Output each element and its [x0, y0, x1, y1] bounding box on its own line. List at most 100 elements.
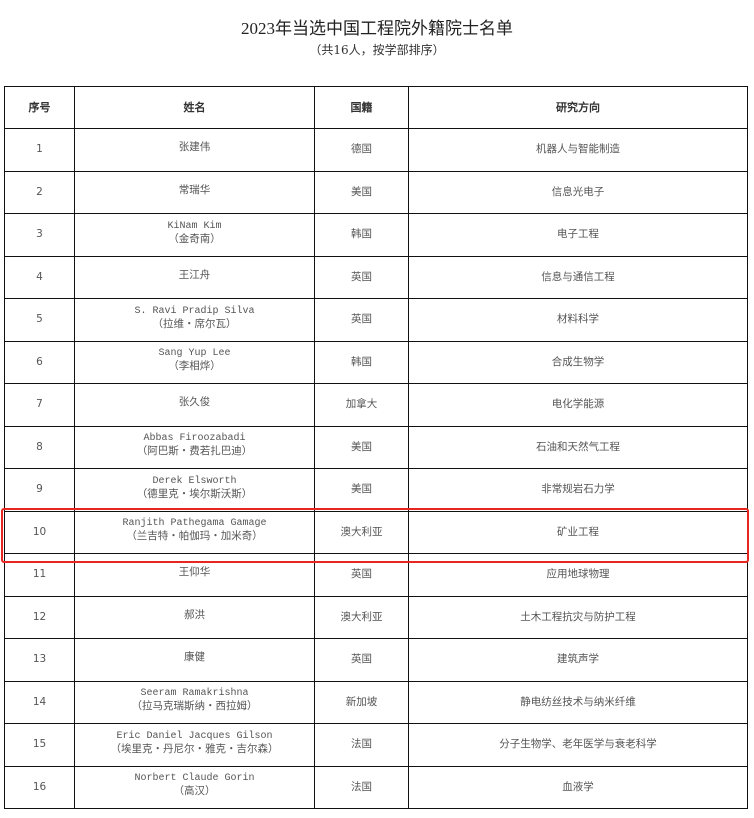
- table-row: 1 张建伟 德国 机器人与智能制造: [4, 128, 748, 172]
- row-number: 12: [4, 595, 75, 639]
- row-number: 14: [4, 680, 75, 724]
- row-name: Seeram Ramakrishna （拉马克瑞斯纳・西拉姆）: [74, 680, 315, 724]
- row-name: 王江舟: [74, 255, 315, 299]
- row-number: 15: [4, 723, 75, 767]
- row-nationality: 澳大利亚: [314, 510, 409, 554]
- row-number: 16: [4, 765, 75, 809]
- name-primary: 郝洪: [184, 608, 205, 621]
- row-nationality: 英国: [314, 553, 409, 597]
- row-name: Abbas Firoozabadi （阿巴斯・费若扎巴迪）: [74, 425, 315, 469]
- row-field: 矿业工程: [408, 510, 748, 554]
- row-field: 血液学: [408, 765, 748, 809]
- table-row: 13 康健 英国 建筑声学: [4, 638, 748, 682]
- row-field: 电化学能源: [408, 383, 748, 427]
- header-nationality: 国籍: [314, 86, 409, 129]
- table-row: 6 Sang Yup Lee （李相烨） 韩国 合成生物学: [4, 340, 748, 384]
- table-row: 5 S. Ravi Pradip Silva （拉维・席尔瓦） 英国 材料科学: [4, 298, 748, 342]
- row-number: 2: [4, 170, 75, 214]
- row-nationality: 澳大利亚: [314, 595, 409, 639]
- row-nationality: 美国: [314, 425, 409, 469]
- row-name: 常瑞华: [74, 170, 315, 214]
- row-name: 郝洪: [74, 595, 315, 639]
- name-primary: 常瑞华: [178, 183, 211, 196]
- row-number: 10: [4, 510, 75, 554]
- row-nationality: 英国: [314, 638, 409, 682]
- row-number: 11: [4, 553, 75, 597]
- header-field: 研究方向: [408, 86, 748, 129]
- table-row: 2 常瑞华 美国 信息光电子: [4, 170, 748, 214]
- name-primary: Derek Elsworth: [152, 475, 237, 487]
- name-chinese: （李相烨）: [168, 360, 221, 373]
- row-nationality: 德国: [314, 128, 409, 172]
- header-name: 姓名: [74, 86, 315, 129]
- row-number: 7: [4, 383, 75, 427]
- row-number: 3: [4, 213, 75, 257]
- name-primary: Seeram Ramakrishna: [140, 688, 249, 700]
- row-nationality: 美国: [314, 170, 409, 214]
- page-title: 2023年当选中国工程院外籍院士名单: [241, 19, 513, 38]
- row-number: 8: [4, 425, 75, 469]
- name-primary: Eric Daniel Jacques Gilson: [116, 730, 273, 742]
- row-nationality: 新加坡: [314, 680, 409, 724]
- row-field: 建筑声学: [408, 638, 748, 682]
- name-chinese: （拉马克瑞斯纳・西拉姆）: [131, 700, 258, 713]
- row-field: 合成生物学: [408, 340, 748, 384]
- row-name: 张久俊: [74, 383, 315, 427]
- name-chinese: （高汉）: [173, 785, 216, 798]
- table-row: 4 王江舟 英国 信息与通信工程: [4, 255, 748, 299]
- name-chinese: （埃里克・丹尼尔・雅克・吉尔森）: [110, 742, 279, 755]
- name-primary: 张久俊: [178, 396, 211, 409]
- row-name: 王仰华: [74, 553, 315, 597]
- table-header: 序号 姓名 国籍 研究方向: [4, 86, 748, 129]
- row-nationality: 法国: [314, 723, 409, 767]
- table-row: 14 Seeram Ramakrishna （拉马克瑞斯纳・西拉姆） 新加坡 静电纺丝技…: [4, 680, 748, 724]
- row-name: S. Ravi Pradip Silva （拉维・席尔瓦）: [74, 298, 315, 342]
- table-row: 7 张久俊 加拿大 电化学能源: [4, 383, 748, 427]
- name-primary: Sang Yup Lee: [158, 348, 231, 360]
- row-nationality: 韩国: [314, 213, 409, 257]
- row-field: 机器人与智能制造: [408, 128, 748, 172]
- row-name: 康健: [74, 638, 315, 682]
- name-primary: 王仰华: [178, 566, 211, 579]
- row-name: Norbert Claude Gorin （高汉）: [74, 765, 315, 809]
- row-field: 静电纺丝技术与纳米纤维: [408, 680, 748, 724]
- name-primary: Abbas Firoozabadi: [143, 433, 246, 445]
- table-row: 3 KiNam Kim （金奇南） 韩国 电子工程: [4, 213, 748, 257]
- row-nationality: 英国: [314, 298, 409, 342]
- page-subtitle: （共16人，按学部排序）: [309, 43, 445, 57]
- row-nationality: 美国: [314, 468, 409, 512]
- name-chinese: （阿巴斯・费若扎巴迪）: [136, 445, 253, 458]
- name-chinese: （拉维・席尔瓦）: [152, 317, 237, 330]
- name-chinese: （兰吉特・帕伽玛・加米奇）: [126, 530, 263, 543]
- name-primary: 康健: [184, 651, 205, 664]
- row-field: 应用地球物理: [408, 553, 748, 597]
- row-nationality: 韩国: [314, 340, 409, 384]
- row-nationality: 加拿大: [314, 383, 409, 427]
- row-field: 信息光电子: [408, 170, 748, 214]
- row-name: Sang Yup Lee （李相烨）: [74, 340, 315, 384]
- row-name: 张建伟: [74, 128, 315, 172]
- table-row: 12 郝洪 澳大利亚 土木工程抗灾与防护工程: [4, 595, 748, 639]
- name-chinese: （德里克・埃尔斯沃斯）: [136, 487, 253, 500]
- row-field: 信息与通信工程: [408, 255, 748, 299]
- row-field: 土木工程抗灾与防护工程: [408, 595, 748, 639]
- header-number: 序号: [4, 86, 75, 129]
- row-name: KiNam Kim （金奇南）: [74, 213, 315, 257]
- name-primary: KiNam Kim: [167, 220, 222, 232]
- table-row: 11 王仰华 英国 应用地球物理: [4, 553, 748, 597]
- table-row: 15 Eric Daniel Jacques Gilson （埃里克・丹尼尔・雅克・…: [4, 723, 748, 767]
- row-field: 非常规岩石力学: [408, 468, 748, 512]
- row-nationality: 法国: [314, 765, 409, 809]
- table-row: 8 Abbas Firoozabadi （阿巴斯・费若扎巴迪） 美国 石油和天然气工程: [4, 425, 748, 469]
- table-row: 9 Derek Elsworth （德里克・埃尔斯沃斯） 美国 非常规岩石力学: [4, 468, 748, 512]
- name-primary: 张建伟: [178, 141, 211, 154]
- name-primary: Norbert Claude Gorin: [134, 773, 255, 785]
- row-name: Derek Elsworth （德里克・埃尔斯沃斯）: [74, 468, 315, 512]
- academician-table: 序号 姓名 国籍 研究方向 1 张建伟 德国 机器人与智能制造 2 常瑞华 美国 信息光电子 3…: [4, 86, 748, 809]
- row-number: 5: [4, 298, 75, 342]
- row-nationality: 英国: [314, 255, 409, 299]
- row-number: 9: [4, 468, 75, 512]
- row-name: Ranjith Pathegama Gamage （兰吉特・帕伽玛・加米奇）: [74, 510, 315, 554]
- row-number: 13: [4, 638, 75, 682]
- row-number: 1: [4, 128, 75, 172]
